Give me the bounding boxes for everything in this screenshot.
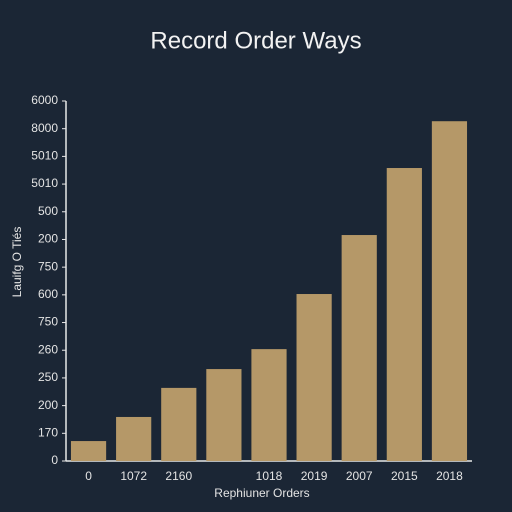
bar [70, 441, 107, 461]
x-tick-label: 0 [85, 469, 92, 483]
y-tick-label: 200 [38, 398, 58, 412]
y-tick-label: 260 [38, 342, 58, 356]
x-axis-label: Rephiuner Orders [214, 486, 309, 500]
y-tick-label: 5010 [31, 176, 58, 190]
x-tick-label: 2160 [165, 469, 192, 483]
y-tick-label: 750 [38, 259, 58, 273]
bar [206, 369, 242, 461]
bar [161, 387, 197, 461]
x-tick-label: 2018 [436, 469, 463, 483]
bar [116, 416, 152, 461]
y-tick-label: 0 [51, 453, 58, 467]
x-tick-label: 1072 [120, 469, 147, 483]
y-tick-label: 170 [38, 425, 58, 439]
y-tick-label: 5010 [31, 149, 58, 163]
bar [251, 349, 287, 461]
y-tick-label: 200 [38, 232, 58, 246]
bar [386, 168, 422, 461]
x-tick-label: 2019 [301, 469, 328, 483]
bar [341, 235, 377, 461]
bar [431, 121, 468, 461]
y-tick-label: 600 [38, 287, 58, 301]
x-tick-label: 2007 [346, 469, 373, 483]
x-tick-label: 2015 [391, 469, 418, 483]
y-tick-label: 750 [38, 315, 58, 329]
y-tick-label: 250 [38, 370, 58, 384]
chart-title: Record Order Ways [150, 27, 361, 54]
y-tick-label: 6000 [31, 93, 58, 107]
bar [296, 294, 332, 461]
y-tick-label: 500 [38, 204, 58, 218]
y-tick-label: 8000 [31, 121, 58, 135]
x-tick-label: 1018 [256, 469, 283, 483]
y-axis-label: Lauifg O Tiés [10, 227, 24, 298]
